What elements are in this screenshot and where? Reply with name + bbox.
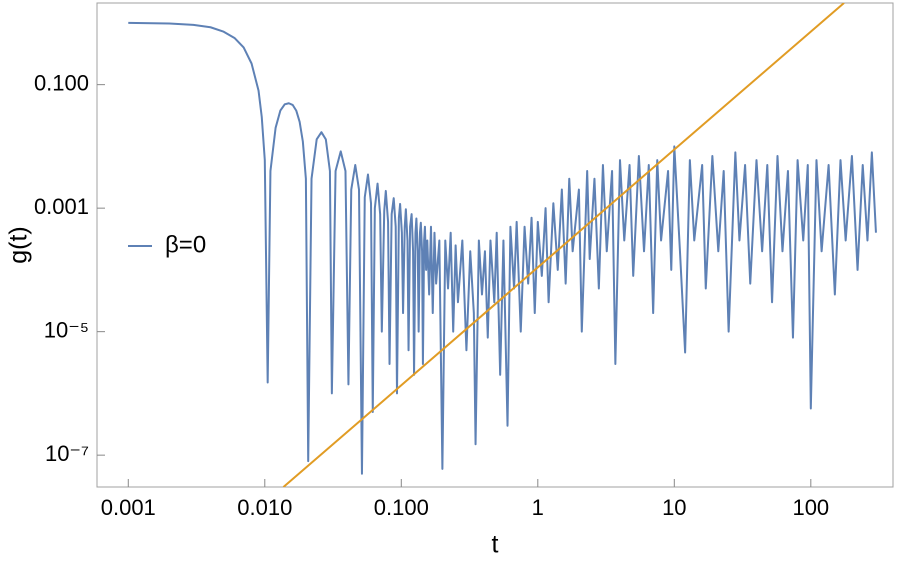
legend-label: β=0 — [165, 231, 206, 258]
x-tick-label: 0.001 — [101, 495, 156, 520]
plot-frame — [96, 2, 894, 488]
y-tick-label: 10⁻⁵ — [44, 317, 89, 342]
x-tick-label: 100 — [792, 495, 829, 520]
y-tick-label: 10⁻⁷ — [45, 441, 89, 466]
series-line — [128, 21, 877, 475]
y-tick-label: 0.001 — [34, 194, 89, 219]
x-tick-label: 1 — [532, 495, 544, 520]
y-tick-label: 0.100 — [34, 70, 89, 95]
x-tick-label: 0.100 — [374, 495, 429, 520]
series-line — [282, 3, 845, 487]
y-axis-label: g(t) — [5, 226, 33, 264]
x-tick-label: 10 — [662, 495, 686, 520]
x-tick-label: 0.010 — [237, 495, 292, 520]
x-axis-label: t — [492, 531, 499, 559]
